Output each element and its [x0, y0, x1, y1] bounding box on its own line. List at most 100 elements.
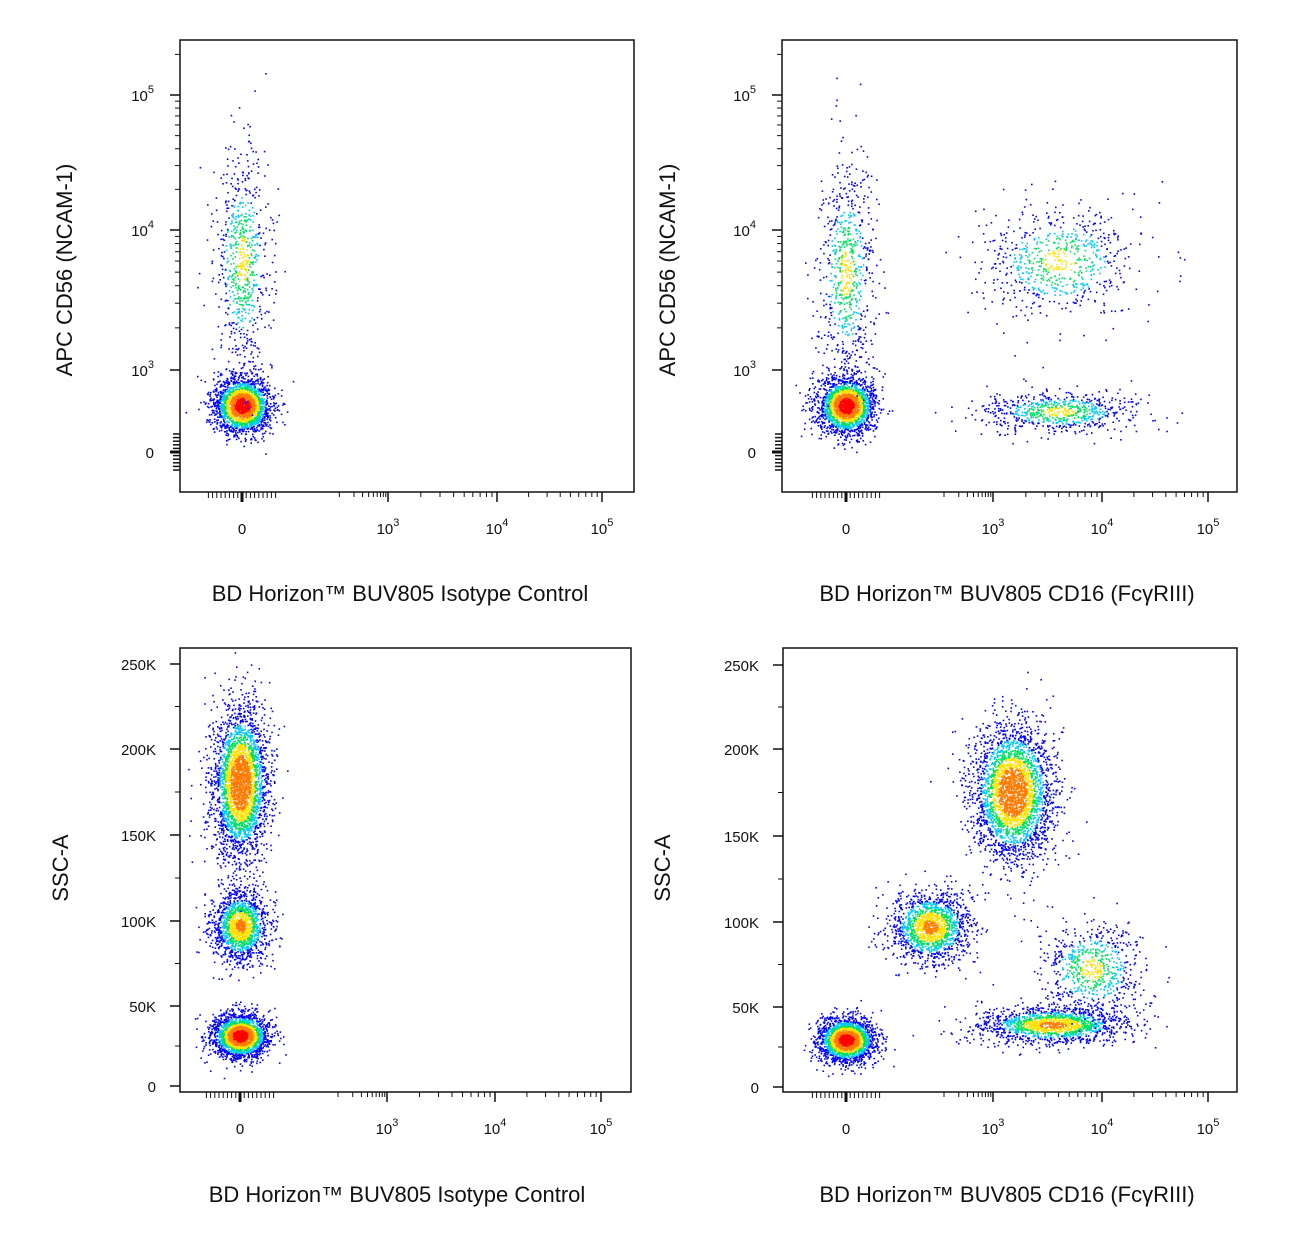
event-dot — [858, 400, 860, 402]
event-dot — [217, 412, 219, 414]
event-dot — [872, 378, 875, 380]
event-dot — [235, 412, 238, 414]
event-dot — [221, 415, 224, 417]
event-dot — [826, 404, 828, 407]
event-dot — [270, 327, 272, 329]
event-dot — [267, 164, 269, 166]
event-dot — [834, 425, 837, 428]
event-dot — [869, 394, 871, 396]
event-dot — [824, 400, 827, 403]
event-dot — [826, 427, 828, 430]
event-dot — [847, 414, 850, 417]
event-dot — [252, 418, 254, 420]
event-dot — [256, 299, 259, 302]
event-dot — [237, 190, 239, 192]
event-dot — [861, 391, 863, 394]
event-dot — [245, 395, 248, 398]
event-dot — [867, 428, 869, 430]
event-dot — [243, 350, 245, 352]
event-dot — [868, 363, 870, 366]
event-dot — [845, 382, 848, 385]
event-dot — [838, 382, 840, 385]
event-dot — [235, 389, 238, 391]
event-dot — [234, 165, 237, 168]
event-dot — [237, 412, 239, 415]
event-dot — [235, 188, 237, 190]
event-dot — [821, 431, 824, 433]
event-dot — [865, 400, 867, 402]
event-dot — [238, 420, 241, 423]
event-dot — [224, 385, 226, 388]
event-dot — [859, 380, 862, 382]
event-dot — [856, 424, 858, 427]
event-dot — [243, 386, 246, 388]
event-dot — [268, 408, 271, 410]
event-dot — [254, 90, 256, 92]
event-dot — [250, 170, 253, 172]
event-dot — [256, 409, 258, 412]
event-dot — [836, 422, 838, 424]
event-dot — [839, 379, 841, 382]
event-dot — [226, 377, 228, 380]
event-dot — [266, 418, 268, 420]
event-dot — [209, 399, 211, 402]
event-dot — [234, 238, 237, 240]
event-dot — [233, 416, 236, 419]
event-dot — [227, 278, 229, 281]
event-dot — [262, 410, 265, 413]
event-dot — [249, 404, 252, 406]
event-dot — [271, 395, 274, 398]
event-dot — [236, 424, 238, 426]
event-dot — [843, 377, 845, 379]
event-dot — [225, 311, 227, 314]
event-dot — [241, 237, 244, 239]
event-dot — [260, 411, 263, 414]
event-dot — [244, 407, 247, 410]
event-dot — [829, 427, 831, 430]
event-dot — [221, 398, 224, 400]
event-dot — [843, 394, 846, 396]
event-dot — [235, 416, 237, 419]
event-dot — [825, 415, 828, 418]
event-dot — [233, 229, 235, 231]
event-dot — [240, 328, 243, 331]
event-dot — [253, 256, 256, 259]
event-dot — [811, 408, 814, 411]
event-dot — [231, 420, 233, 422]
event-dot — [261, 402, 264, 405]
event-dot — [260, 313, 263, 316]
event-dot — [224, 388, 226, 391]
event-dot — [256, 398, 258, 401]
event-dot — [878, 407, 881, 410]
event-dot — [237, 383, 239, 385]
event-dot — [242, 427, 244, 430]
event-dot — [219, 405, 222, 408]
event-dot — [869, 406, 872, 408]
event-dot — [230, 332, 233, 335]
event-dot — [834, 406, 837, 409]
event-dot — [855, 417, 858, 420]
event-dot — [848, 357, 851, 359]
event-dot — [833, 417, 835, 419]
event-dot — [241, 315, 243, 317]
event-dot — [872, 403, 874, 406]
event-dot — [237, 182, 239, 185]
event-dot — [837, 407, 839, 410]
event-dot — [240, 393, 243, 395]
event-dot — [237, 431, 239, 434]
event-dot — [856, 396, 859, 399]
event-dot — [232, 381, 235, 383]
event-dot — [241, 430, 244, 433]
event-dot — [232, 258, 234, 260]
event-dot — [213, 427, 215, 430]
event-dot — [243, 398, 246, 400]
event-dot — [227, 148, 230, 151]
event-dot — [261, 385, 264, 388]
event-dot — [244, 425, 246, 428]
event-dot — [276, 409, 279, 411]
event-dot — [229, 438, 231, 441]
event-dot — [254, 188, 256, 191]
event-dot — [219, 386, 222, 388]
event-dot — [229, 296, 232, 298]
event-dot — [866, 396, 868, 398]
